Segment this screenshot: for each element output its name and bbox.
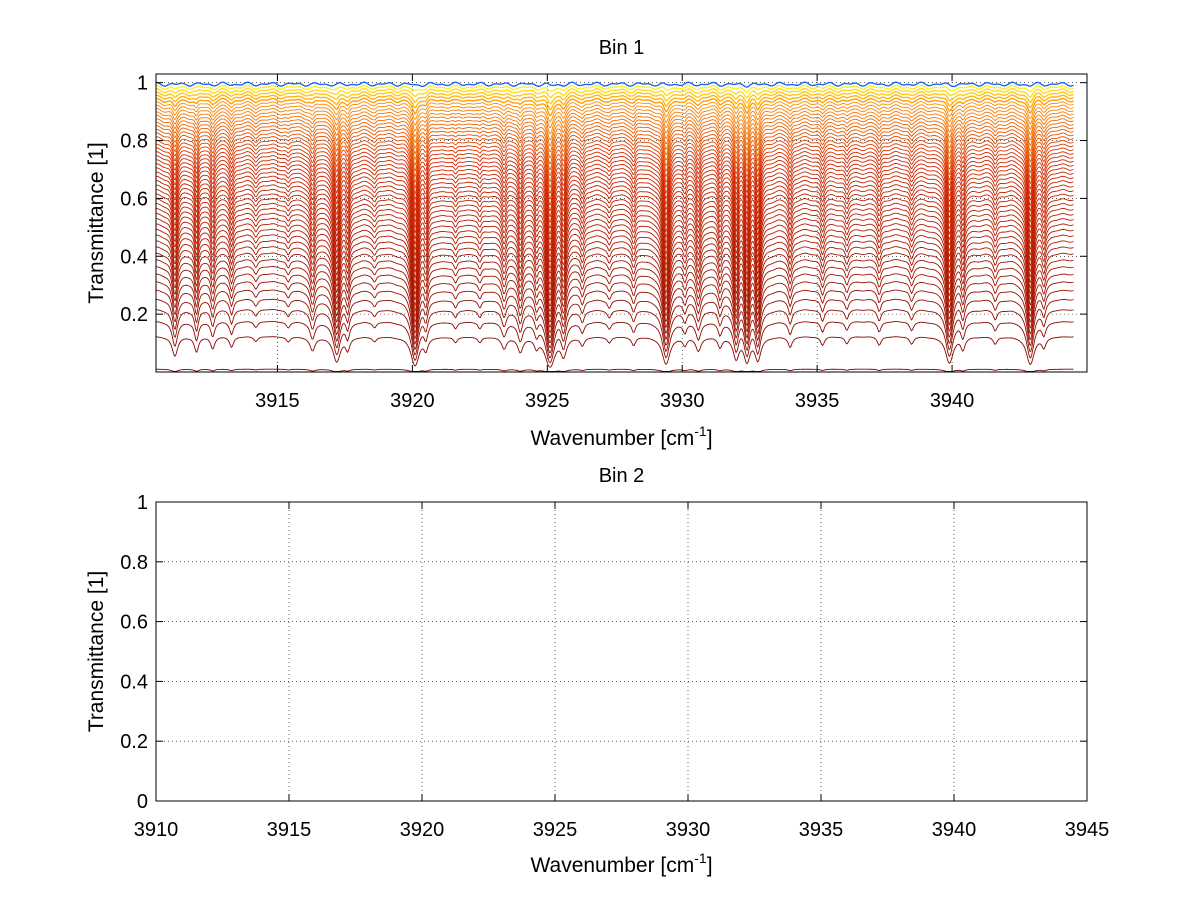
series-line-18 (156, 212, 1074, 285)
x-tick-label: 3915 (255, 390, 300, 412)
x-tick-label: 3920 (390, 390, 435, 412)
series-line-29 (156, 162, 1074, 223)
series-line-44 (156, 107, 1074, 135)
series-line-3 (156, 321, 1074, 363)
series-line-40 (156, 121, 1074, 159)
series-line-38 (156, 128, 1074, 171)
series-line-11 (156, 252, 1074, 323)
series-line-14 (156, 234, 1074, 307)
y-tick-label: 0.4 (120, 671, 148, 693)
y-axis-label: Transmittance [1] (85, 142, 108, 303)
y-tick-label: 0.4 (120, 246, 148, 268)
x-axis-label-sup: -1 (694, 850, 707, 866)
x-tick-label: 3935 (795, 390, 840, 412)
series-line-35 (156, 139, 1074, 188)
axes-frame (155, 73, 1088, 373)
chart-2: 3910 3915 3920 3925 3930 3935 3940 3945 0 0.2 0.4 0… (85, 465, 1109, 877)
x-tick-label: 3930 (660, 390, 705, 412)
series-line-8 (156, 273, 1074, 338)
series-line-26 (156, 175, 1074, 240)
series-line-2 (156, 336, 1074, 368)
series-line-33 (156, 147, 1074, 200)
series-line-9 (156, 266, 1074, 333)
series-line-32 (156, 151, 1074, 206)
series-line-25 (156, 179, 1074, 246)
series-line-30 (156, 158, 1074, 217)
x-axis-label-main: Wavenumber [cm (530, 854, 694, 877)
series-line-19 (156, 207, 1074, 280)
series-line-7 (156, 281, 1074, 343)
y-tick-label: 1 (137, 492, 148, 514)
x-axis-label-main: Wavenumber [cm (530, 427, 694, 450)
x-tick-label: 3920 (400, 819, 445, 841)
series-line-10 (156, 259, 1074, 328)
series-line-12 (156, 246, 1074, 317)
series-line-31 (156, 154, 1074, 212)
x-tick-label: 3915 (267, 819, 312, 841)
series-line-47 (156, 97, 1074, 117)
x-axis-label-suffix: ] (707, 427, 713, 450)
x-tick-label: 3925 (533, 819, 578, 841)
x-axis-label: Wavenumber [cm-1] (530, 423, 712, 450)
series-line-6 (156, 289, 1074, 349)
series-line-23 (156, 188, 1074, 257)
series-line-1 (156, 368, 1074, 372)
x-tick-label: 3945 (1065, 819, 1110, 841)
y-tick-label: 0.2 (120, 304, 148, 326)
series-line-45 (156, 104, 1074, 129)
series-line-43 (156, 111, 1074, 141)
y-tick-label: 1 (137, 73, 148, 95)
series-line-16 (156, 223, 1074, 296)
y-tick-label: 0.2 (120, 731, 148, 753)
y-tick-label: 0.8 (120, 131, 148, 153)
axes-frame (155, 501, 1088, 802)
series-line-50 (156, 87, 1074, 99)
chart-title: Bin 1 (599, 37, 645, 59)
series-line-34 (156, 143, 1074, 194)
series-line-49 (156, 90, 1074, 105)
series-line-24 (156, 184, 1074, 252)
series-line-22 (156, 193, 1074, 263)
chart-title: Bin 2 (599, 465, 645, 487)
series-line-39 (156, 124, 1074, 165)
x-tick-label: 3940 (932, 819, 977, 841)
x-tick-label: 3910 (134, 819, 179, 841)
series-line-20 (156, 202, 1074, 274)
series-line-51 (156, 84, 1074, 94)
series-line-28 (156, 167, 1074, 229)
x-tick-label: 3935 (799, 819, 844, 841)
series-line-5 (156, 298, 1074, 354)
series-line-4 (156, 309, 1074, 358)
y-tick-label: 0.6 (120, 612, 148, 634)
series-line-42 (156, 114, 1074, 147)
series-line-17 (156, 217, 1074, 291)
series-line-15 (156, 228, 1074, 301)
series-line-36 (156, 135, 1074, 182)
axes-background (156, 502, 1087, 801)
series-line-27 (156, 171, 1074, 235)
y-tick-label: 0 (137, 791, 148, 813)
y-tick-label: 0.6 (120, 188, 148, 210)
y-tick-label: 0.8 (120, 552, 148, 574)
series-line-41 (156, 117, 1074, 153)
y-axis-label: Transmittance [1] (85, 571, 108, 732)
series-line-46 (156, 101, 1074, 123)
series-line-52 (156, 81, 1074, 88)
series-group (156, 81, 1074, 372)
x-axis-label-suffix: ] (707, 854, 713, 877)
series-line-13 (156, 240, 1074, 312)
chart-1: 3915 3920 3925 3930 3935 3940 0.2 0.4 0.6 0.8 1 Bin… (85, 37, 1088, 450)
x-tick-label: 3930 (666, 819, 711, 841)
x-tick-label: 3940 (930, 390, 975, 412)
x-axis-label: Wavenumber [cm-1] (530, 850, 712, 877)
series-line-37 (156, 132, 1074, 177)
series-line-48 (156, 94, 1074, 111)
x-tick-label: 3925 (525, 390, 570, 412)
x-axis-label-sup: -1 (694, 423, 707, 439)
series-line-21 (156, 198, 1074, 268)
